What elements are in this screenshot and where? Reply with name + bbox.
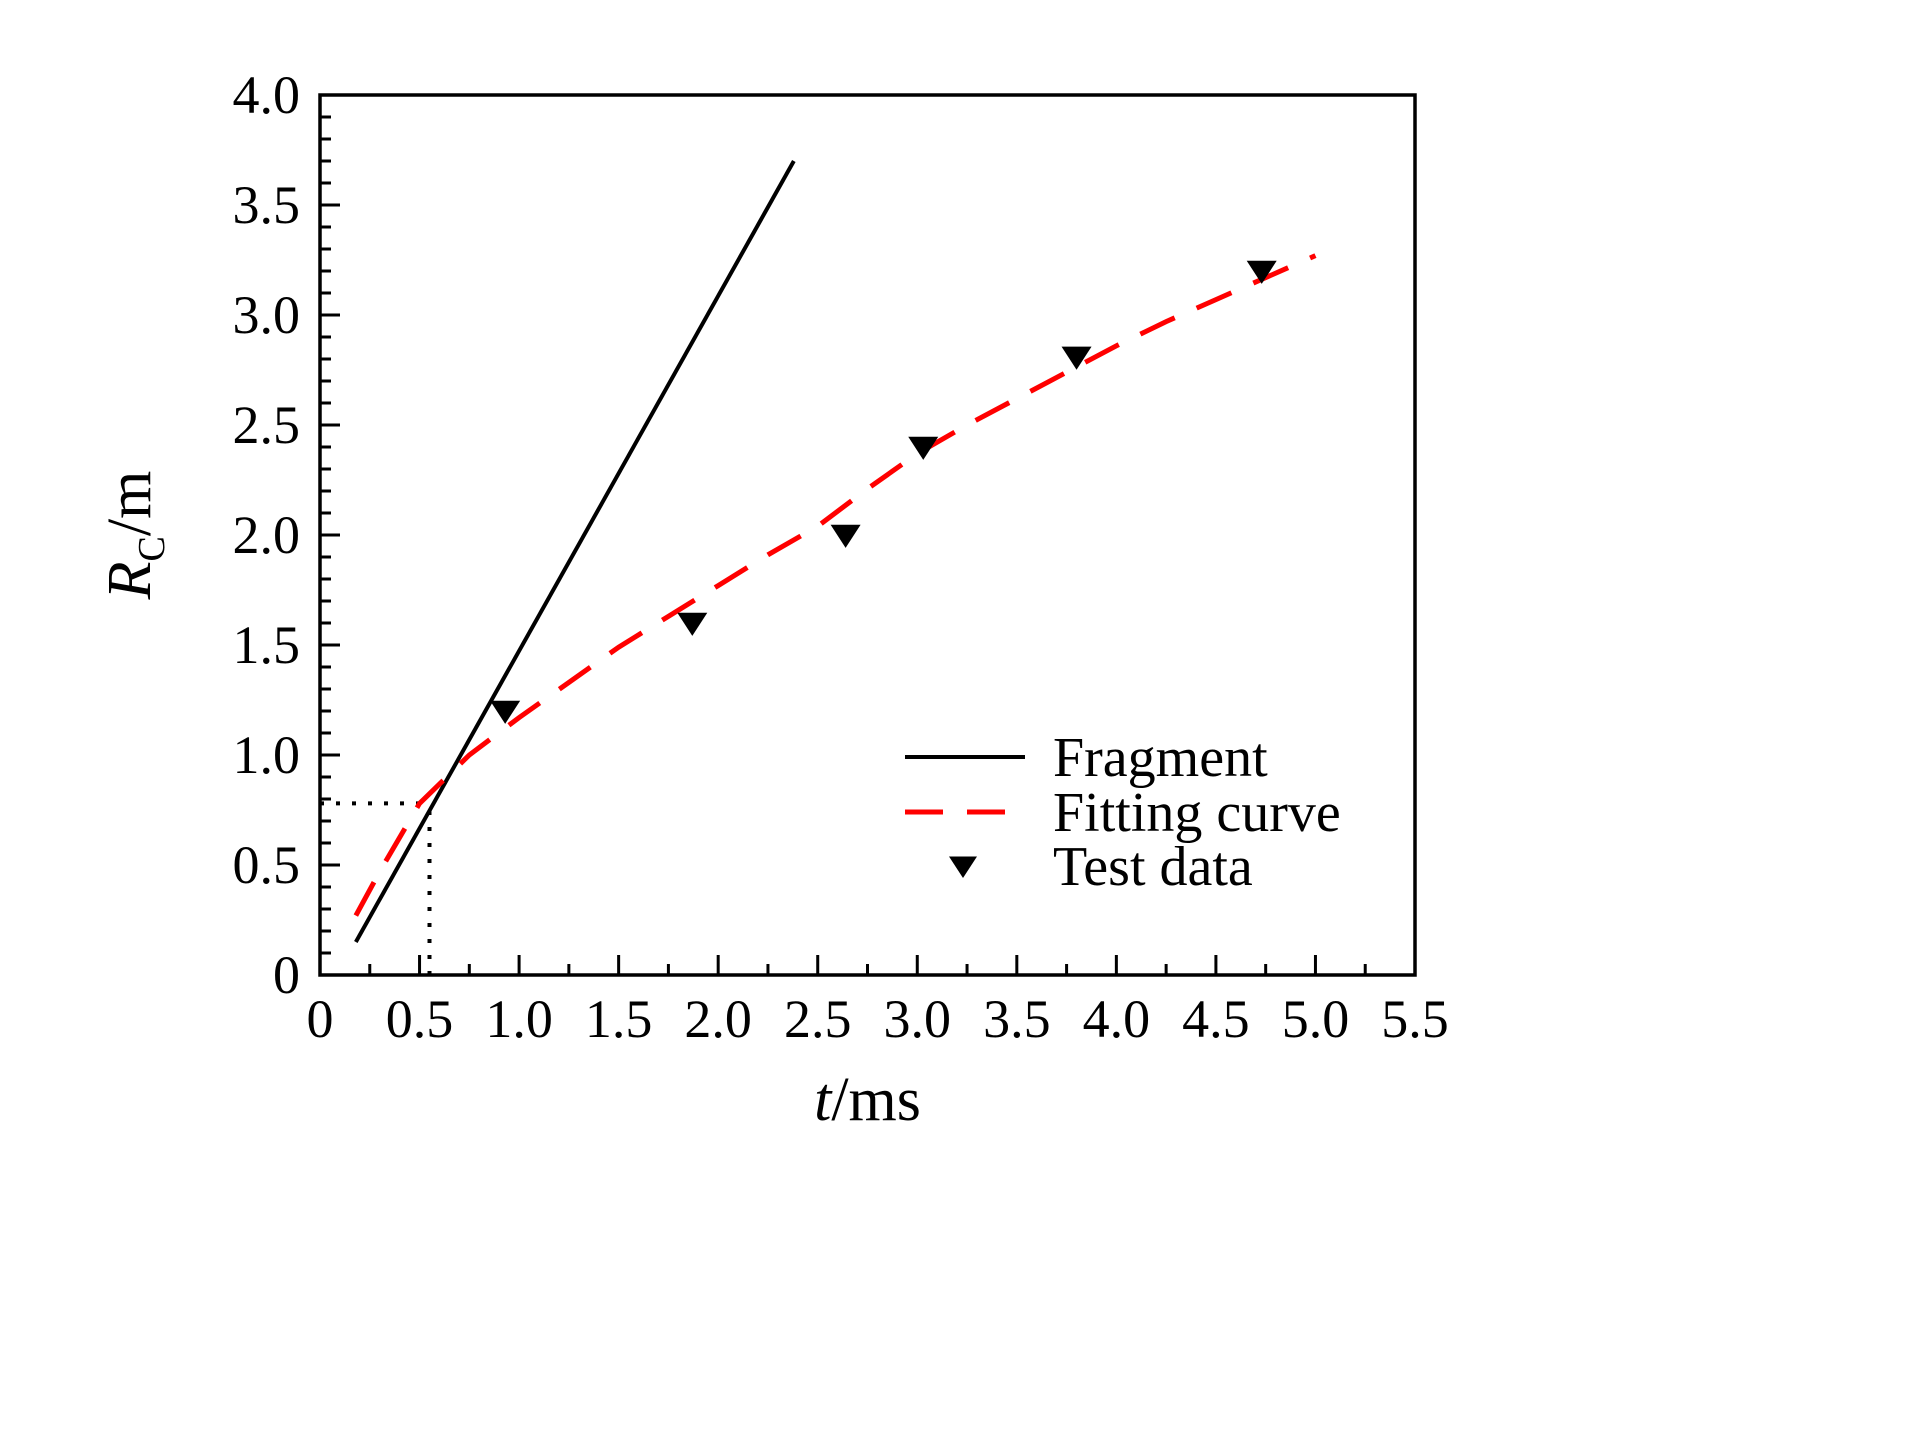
x-tick-label: 2.5 xyxy=(784,989,852,1049)
y-tick-label: 1.0 xyxy=(233,725,301,785)
legend-label: Test data xyxy=(1053,836,1253,898)
x-tick-label: 4.0 xyxy=(1083,989,1151,1049)
x-tick-label: 0.5 xyxy=(386,989,454,1049)
axes xyxy=(318,93,1417,977)
guide-lines xyxy=(320,801,432,975)
series-layer xyxy=(353,160,1317,943)
test-data-marker xyxy=(490,700,521,724)
fitting-curve xyxy=(353,253,1317,917)
x-tick-label: 5.5 xyxy=(1381,989,1449,1049)
fragment-line xyxy=(354,160,796,943)
y-axis-title: RC/m xyxy=(96,471,173,601)
x-axis-title: t/ms xyxy=(814,1066,921,1134)
x-tick-label: 1.5 xyxy=(585,989,653,1049)
test-data-marker xyxy=(1246,260,1277,284)
legend-label: Fitting curve xyxy=(1053,782,1341,844)
y-tick-label: 2.0 xyxy=(233,505,301,565)
x-axis-tick-labels: 0 0.5 1.0 1.5 2.0 2.5 3.0 3.5 4.0 4.5 5.0 5.5 xyxy=(307,989,1449,1049)
y-tick-label: 0.5 xyxy=(233,835,301,895)
tick-marks xyxy=(318,93,1417,977)
y-tick-label: 3.0 xyxy=(233,285,301,345)
test-data-marker xyxy=(908,436,939,460)
x-tick-label: 3.5 xyxy=(983,989,1051,1049)
test-data-marker xyxy=(830,524,861,548)
test-data-marker xyxy=(1061,346,1092,370)
x-tick-label: 3.0 xyxy=(884,989,952,1049)
y-tick-label: 2.5 xyxy=(233,395,301,455)
y-axis-tick-labels: 0 0.5 1.0 1.5 2.0 2.5 3.0 3.5 4.0 xyxy=(233,65,301,1005)
y-tick-label: 4.0 xyxy=(233,65,301,125)
x-tick-label: 2.0 xyxy=(684,989,752,1049)
test-data-marker xyxy=(949,856,977,879)
legend-label: Fragment xyxy=(1053,727,1268,789)
x-tick-label: 4.5 xyxy=(1182,989,1250,1049)
y-tick-label: 1.5 xyxy=(233,615,301,675)
y-tick-label: 0 xyxy=(273,945,300,1005)
x-tick-label: 0 xyxy=(307,989,334,1049)
x-tick-label: 1.0 xyxy=(485,989,553,1049)
test-data-marker xyxy=(677,612,708,636)
x-tick-label: 5.0 xyxy=(1282,989,1350,1049)
test-data-points xyxy=(490,260,1277,724)
y-tick-label: 3.5 xyxy=(233,175,301,235)
